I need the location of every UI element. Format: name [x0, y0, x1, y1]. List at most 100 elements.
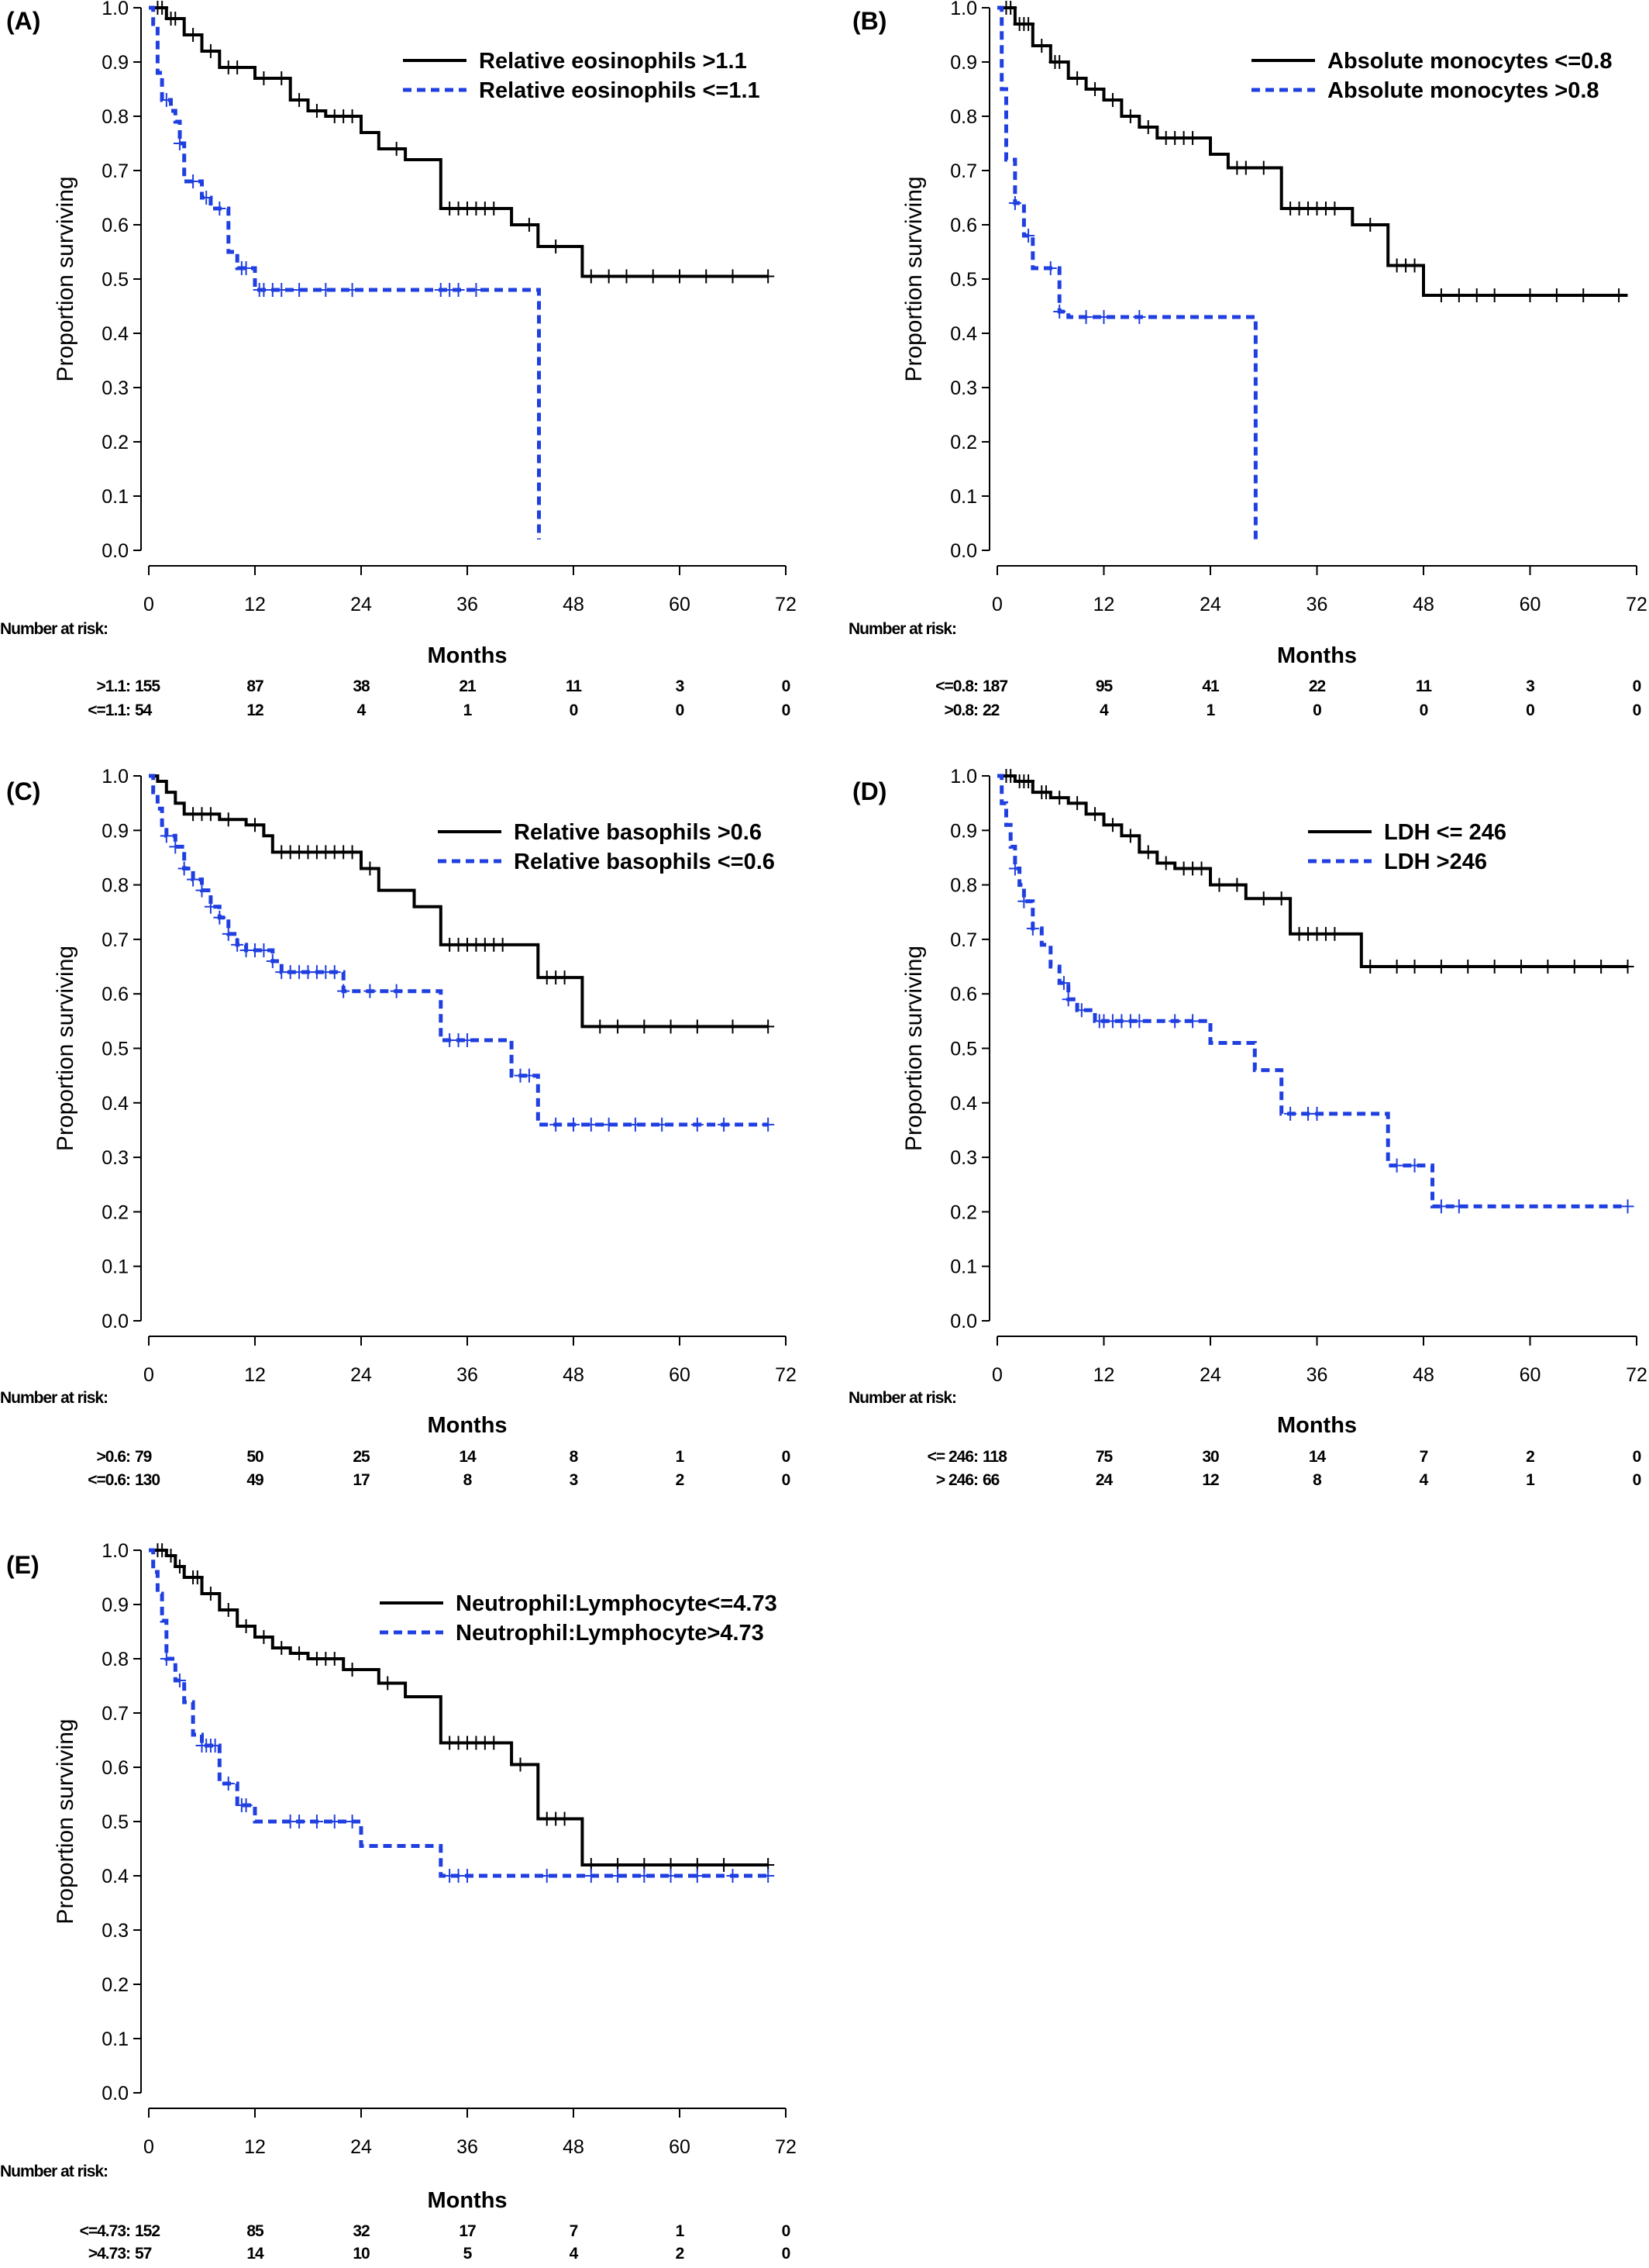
censor-mark — [310, 1815, 323, 1829]
risk-count: 2 — [676, 1471, 684, 1489]
censor-mark — [346, 109, 359, 123]
km-curve-dashed — [997, 5, 1258, 539]
y-tick-label: 0.3 — [102, 1147, 129, 1169]
censor-mark — [1022, 774, 1035, 789]
censor-mark — [1364, 960, 1377, 974]
y-tick-label: 0.0 — [102, 2083, 129, 2104]
y-tick-label: 0.4 — [102, 1866, 129, 1887]
censor-mark — [1057, 976, 1070, 991]
risk-count: 0 — [570, 701, 578, 719]
risk-count: 50 — [246, 1448, 263, 1466]
legend-label: LDH >246 — [1384, 850, 1487, 874]
censor-mark — [1169, 1014, 1182, 1029]
risk-row-label: <=0.6: — [88, 1471, 130, 1489]
censor-mark — [195, 883, 208, 898]
censor-mark — [602, 1117, 615, 1132]
y-tick-label: 0.3 — [102, 377, 129, 399]
legend-label: Relative eosinophils >1.1 — [479, 49, 747, 74]
y-tick-label: 0.9 — [102, 52, 129, 74]
km-panel: (E) 0.0 0.1 0.2 0.3 0.4 0.5 0.6 0.7 0.8 0.9 1.0 Prop… — [0, 1540, 797, 2263]
censor-mark — [1621, 1199, 1634, 1214]
censor-mark — [1035, 39, 1048, 53]
censor-mark — [487, 202, 501, 215]
censor-mark — [1008, 861, 1021, 876]
censor-mark — [522, 1068, 535, 1083]
km-curve-solid — [997, 6, 1628, 297]
censor-mark — [1053, 55, 1066, 69]
censor-mark — [346, 1815, 359, 1829]
censor-mark — [584, 269, 597, 284]
censor-mark — [204, 44, 217, 58]
y-tick-label: 0.8 — [950, 106, 977, 128]
risk-count: 66 — [983, 1471, 1000, 1489]
censor-mark — [558, 1811, 571, 1826]
risk-row-label: >0.6: — [97, 1448, 130, 1466]
panel-label: (C) — [6, 777, 40, 805]
y-tick-label: 0.3 — [102, 1920, 129, 1942]
censor-mark — [328, 965, 341, 980]
risk-count: 1 — [1526, 1471, 1535, 1489]
censor-mark — [726, 1019, 739, 1034]
censor-mark — [1079, 310, 1093, 324]
censor-mark — [1328, 926, 1341, 941]
risk-count: 14 — [459, 1448, 477, 1466]
censor-mark — [602, 269, 615, 284]
censor-mark — [1452, 288, 1465, 302]
censor-mark — [1408, 258, 1421, 273]
risk-count: 0 — [1526, 701, 1534, 719]
censor-mark — [222, 1603, 235, 1617]
censor-mark — [257, 943, 270, 957]
y-tick-label: 0.1 — [950, 486, 977, 508]
x-tick-label: 24 — [350, 1364, 372, 1386]
censor-mark — [213, 202, 226, 215]
censor-mark — [1621, 960, 1634, 974]
censor-mark — [461, 1032, 473, 1047]
risk-count: 0 — [1633, 701, 1641, 719]
censor-mark — [470, 283, 483, 297]
censor-mark — [200, 191, 213, 205]
y-tick-label: 0.1 — [102, 2028, 129, 2050]
y-tick-label: 1.0 — [102, 0, 129, 19]
censor-mark — [177, 861, 191, 876]
risk-count: 17 — [353, 1471, 370, 1489]
censor-mark — [690, 1117, 704, 1132]
risk-count: 85 — [246, 2222, 264, 2240]
censor-mark — [381, 1676, 394, 1691]
censor-mark — [363, 861, 377, 876]
x-axis-title: Months — [427, 643, 507, 668]
censor-mark — [514, 1757, 527, 1772]
censor-mark — [1044, 261, 1057, 275]
km-panel: (B) 0.0 0.1 0.2 0.3 0.4 0.5 0.6 0.7 0.8 0.9 1.0 Prop… — [849, 0, 1647, 719]
y-tick-label: 0.7 — [950, 160, 977, 182]
censor-mark — [1488, 288, 1501, 302]
x-tick-label: 12 — [1093, 1364, 1115, 1386]
censor-mark — [156, 1543, 169, 1557]
risk-count: 3 — [676, 677, 684, 695]
y-tick-label: 0.2 — [102, 432, 129, 453]
x-tick-label: 72 — [775, 1364, 797, 1386]
censor-mark — [239, 1798, 253, 1812]
censor-mark — [160, 1652, 173, 1666]
y-tick-label: 1.0 — [950, 0, 977, 19]
risk-count: 3 — [1526, 677, 1534, 695]
censor-mark — [169, 839, 182, 854]
censor-mark — [1550, 288, 1563, 302]
censor-mark — [1595, 960, 1608, 974]
risk-count: 12 — [1202, 1471, 1219, 1489]
y-tick-label: 0.0 — [950, 540, 977, 562]
censor-mark — [584, 1117, 597, 1132]
censor-mark — [293, 1646, 306, 1660]
risk-count: 14 — [246, 2245, 264, 2263]
risk-count: 79 — [135, 1448, 152, 1466]
censor-mark — [222, 1777, 235, 1791]
censor-mark — [664, 1019, 677, 1034]
risk-count: 3 — [570, 1471, 578, 1489]
y-tick-label: 0.6 — [950, 215, 977, 236]
x-tick-label: 24 — [350, 594, 372, 615]
censor-mark — [1124, 829, 1137, 843]
legend-label: Relative eosinophils <=1.1 — [479, 78, 760, 103]
censor-mark — [346, 283, 359, 297]
censor-mark — [718, 1117, 731, 1132]
y-tick-label: 0.1 — [950, 1256, 977, 1278]
x-tick-label: 48 — [1413, 594, 1434, 615]
